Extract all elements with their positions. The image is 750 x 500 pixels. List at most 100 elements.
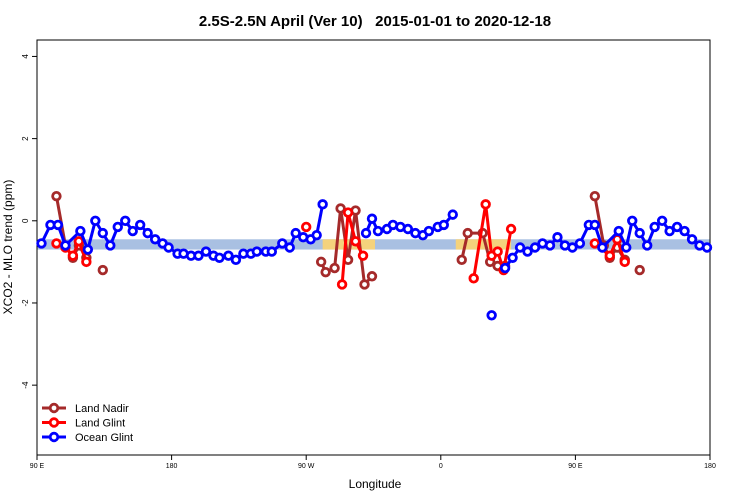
- data-point: [462, 227, 473, 239]
- data-point: [320, 266, 331, 278]
- data-point: [120, 215, 131, 226]
- x-tick-label: 90 E: [30, 463, 45, 470]
- x-axis-label: Longitude: [349, 477, 402, 491]
- y-tick-label: 0: [21, 218, 30, 223]
- data-point: [656, 215, 668, 226]
- data-point: [447, 209, 458, 220]
- data-point: [52, 219, 64, 231]
- data-point: [311, 229, 322, 241]
- legend-marker: [48, 417, 60, 428]
- data-point: [149, 234, 161, 245]
- data-point: [480, 199, 491, 210]
- data-point: [82, 244, 94, 255]
- data-point: [75, 225, 86, 237]
- data-point: [90, 215, 101, 226]
- legend-label: Land Glint: [75, 418, 125, 430]
- y-tick-label: -4: [21, 381, 30, 389]
- data-point: [589, 190, 601, 202]
- data-point: [60, 240, 71, 251]
- data-point: [634, 264, 645, 276]
- data-point: [679, 225, 690, 237]
- data-point: [142, 227, 153, 239]
- series-line: [340, 211, 365, 285]
- y-tick-label: 2: [21, 136, 30, 141]
- legend-label: Land Nadir: [75, 403, 129, 415]
- data-point: [402, 223, 414, 235]
- data-point: [627, 215, 638, 226]
- data-point: [193, 250, 204, 261]
- data-point: [619, 256, 630, 268]
- data-point: [105, 240, 116, 251]
- data-point: [290, 227, 301, 239]
- data-point: [552, 232, 563, 243]
- data-point: [350, 236, 361, 247]
- data-point: [357, 250, 369, 261]
- data-point: [301, 221, 312, 233]
- data-point: [492, 246, 503, 257]
- data-point: [73, 236, 85, 247]
- chart-title: 2.5S-2.5N April (Ver 10) 2015-01-01 to 2…: [199, 13, 551, 30]
- data-point: [360, 227, 372, 239]
- x-tick-label: 180: [166, 463, 178, 470]
- data-point: [664, 225, 675, 237]
- data-point: [468, 273, 479, 284]
- data-point: [359, 279, 370, 290]
- data-point: [423, 225, 435, 237]
- data-point: [97, 264, 109, 276]
- y-tick-label: -2: [21, 299, 30, 307]
- data-point: [522, 246, 533, 257]
- data-point: [81, 256, 92, 268]
- data-point: [507, 252, 518, 263]
- data-point: [456, 254, 467, 266]
- data-point: [589, 238, 601, 249]
- x-tick-label: 90 E: [568, 463, 583, 470]
- data-point: [214, 252, 225, 263]
- data-point: [567, 242, 578, 253]
- data-point: [97, 227, 109, 239]
- data-point: [438, 219, 449, 231]
- data-point: [251, 246, 263, 257]
- data-point: [342, 207, 354, 218]
- data-point: [315, 256, 327, 268]
- data-point: [641, 240, 653, 251]
- data-point: [701, 242, 713, 253]
- data-point: [200, 246, 212, 257]
- data-point: [649, 221, 660, 233]
- data-point: [574, 238, 586, 249]
- data-point: [336, 279, 348, 290]
- y-axis-label: XCO2 - MLO trend (ppm): [1, 180, 15, 315]
- x-tick-label: 90 W: [298, 463, 315, 470]
- data-point: [486, 310, 497, 321]
- data-point: [317, 199, 328, 210]
- data-point: [230, 254, 242, 266]
- data-point: [671, 221, 683, 233]
- data-point: [329, 262, 340, 274]
- data-point: [372, 225, 384, 237]
- y-tick-label: 4: [21, 54, 30, 59]
- data-point: [284, 242, 295, 253]
- highlight-band: [455, 239, 512, 250]
- x-tick-label: 180: [704, 463, 716, 470]
- data-point: [163, 242, 174, 253]
- data-point: [499, 262, 511, 274]
- data-point: [613, 225, 624, 237]
- data-point: [134, 219, 146, 231]
- data-point: [266, 246, 278, 257]
- data-point: [544, 240, 556, 251]
- data-point: [112, 221, 123, 233]
- data-point: [505, 223, 517, 235]
- data-point: [634, 227, 645, 239]
- data-point: [529, 242, 541, 253]
- data-point: [597, 242, 608, 253]
- data-point: [127, 225, 138, 237]
- data-point: [604, 250, 615, 261]
- data-point: [36, 238, 47, 249]
- data-point: [686, 234, 698, 245]
- data-point: [277, 238, 288, 249]
- data-point: [51, 238, 62, 249]
- legend-marker: [48, 431, 60, 443]
- data-point: [223, 250, 234, 261]
- data-point: [366, 271, 378, 282]
- x-tick-label: 0: [439, 463, 443, 470]
